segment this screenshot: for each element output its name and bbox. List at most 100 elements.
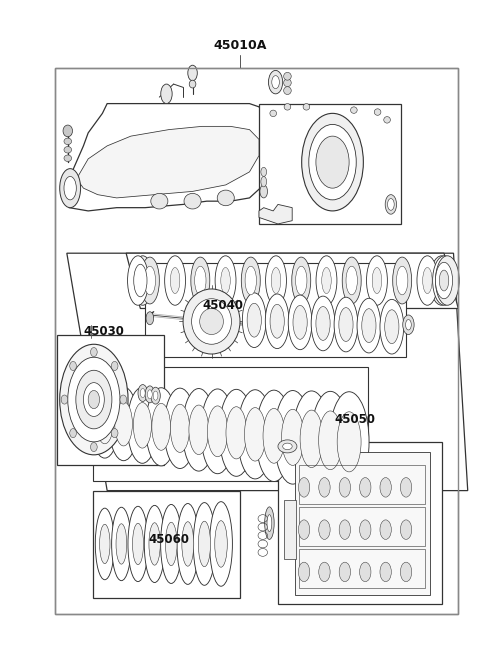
Ellipse shape: [242, 293, 266, 348]
Ellipse shape: [303, 104, 310, 110]
Polygon shape: [64, 104, 273, 211]
Ellipse shape: [292, 391, 331, 487]
Ellipse shape: [144, 266, 156, 295]
Ellipse shape: [91, 443, 97, 451]
Ellipse shape: [165, 256, 186, 305]
Ellipse shape: [282, 409, 304, 465]
Ellipse shape: [380, 478, 391, 497]
Ellipse shape: [360, 562, 371, 582]
Ellipse shape: [311, 296, 335, 351]
Ellipse shape: [207, 406, 228, 457]
Ellipse shape: [76, 370, 112, 429]
Ellipse shape: [84, 382, 104, 417]
Ellipse shape: [182, 522, 194, 566]
Ellipse shape: [96, 401, 113, 443]
Ellipse shape: [134, 264, 147, 297]
Ellipse shape: [133, 403, 151, 448]
Ellipse shape: [435, 256, 459, 305]
Ellipse shape: [153, 391, 158, 400]
Ellipse shape: [145, 388, 177, 466]
Ellipse shape: [166, 522, 177, 565]
Bar: [259, 104, 401, 224]
Ellipse shape: [63, 125, 72, 136]
Ellipse shape: [64, 130, 72, 136]
Ellipse shape: [374, 109, 381, 115]
Ellipse shape: [384, 310, 399, 344]
Ellipse shape: [267, 515, 272, 531]
Ellipse shape: [68, 358, 120, 442]
Bar: [295, 451, 430, 595]
Ellipse shape: [128, 256, 148, 305]
Ellipse shape: [149, 523, 160, 565]
Text: 45010A: 45010A: [213, 39, 267, 52]
Ellipse shape: [342, 257, 361, 304]
Ellipse shape: [244, 407, 266, 461]
Ellipse shape: [406, 319, 411, 330]
Ellipse shape: [210, 502, 232, 586]
Ellipse shape: [396, 266, 408, 295]
Ellipse shape: [183, 289, 240, 354]
Ellipse shape: [268, 70, 283, 94]
Ellipse shape: [385, 195, 396, 214]
Ellipse shape: [284, 87, 291, 94]
Ellipse shape: [283, 443, 292, 449]
Ellipse shape: [300, 410, 323, 468]
Ellipse shape: [111, 361, 118, 371]
Bar: [278, 442, 442, 604]
Ellipse shape: [271, 268, 281, 293]
Ellipse shape: [189, 80, 196, 88]
Ellipse shape: [339, 308, 353, 341]
Ellipse shape: [115, 401, 132, 446]
Ellipse shape: [270, 110, 276, 117]
Bar: [284, 501, 296, 559]
Ellipse shape: [316, 256, 337, 305]
Ellipse shape: [322, 268, 331, 293]
Ellipse shape: [439, 270, 449, 291]
Ellipse shape: [380, 562, 391, 582]
Bar: [93, 367, 368, 481]
Ellipse shape: [194, 266, 206, 295]
Ellipse shape: [400, 478, 412, 497]
Ellipse shape: [423, 268, 432, 293]
Ellipse shape: [432, 256, 456, 305]
Ellipse shape: [91, 386, 119, 458]
Ellipse shape: [319, 520, 330, 539]
Ellipse shape: [316, 306, 330, 340]
Ellipse shape: [188, 65, 197, 81]
Ellipse shape: [350, 107, 357, 113]
Ellipse shape: [284, 104, 291, 110]
Ellipse shape: [60, 169, 81, 208]
Ellipse shape: [140, 388, 145, 398]
Ellipse shape: [265, 256, 287, 305]
Ellipse shape: [116, 523, 127, 564]
Bar: [300, 464, 425, 504]
Ellipse shape: [221, 268, 230, 293]
Bar: [93, 491, 240, 598]
Text: 45030: 45030: [84, 325, 124, 338]
Ellipse shape: [182, 388, 215, 471]
Ellipse shape: [387, 199, 394, 211]
Ellipse shape: [128, 506, 148, 582]
Ellipse shape: [299, 478, 310, 497]
Ellipse shape: [238, 390, 273, 479]
Ellipse shape: [164, 388, 196, 468]
Ellipse shape: [339, 562, 350, 582]
Ellipse shape: [144, 505, 165, 583]
Ellipse shape: [430, 256, 454, 305]
Ellipse shape: [299, 562, 310, 582]
Ellipse shape: [296, 266, 307, 295]
Ellipse shape: [217, 190, 234, 206]
Ellipse shape: [192, 298, 231, 344]
Ellipse shape: [152, 403, 170, 450]
Ellipse shape: [316, 136, 349, 188]
Ellipse shape: [247, 303, 261, 337]
Ellipse shape: [226, 407, 247, 459]
Ellipse shape: [311, 392, 350, 489]
Ellipse shape: [319, 562, 330, 582]
Ellipse shape: [146, 312, 154, 325]
Ellipse shape: [384, 117, 390, 123]
Ellipse shape: [334, 297, 358, 352]
Ellipse shape: [435, 262, 453, 298]
Ellipse shape: [91, 348, 97, 357]
Ellipse shape: [120, 395, 127, 404]
